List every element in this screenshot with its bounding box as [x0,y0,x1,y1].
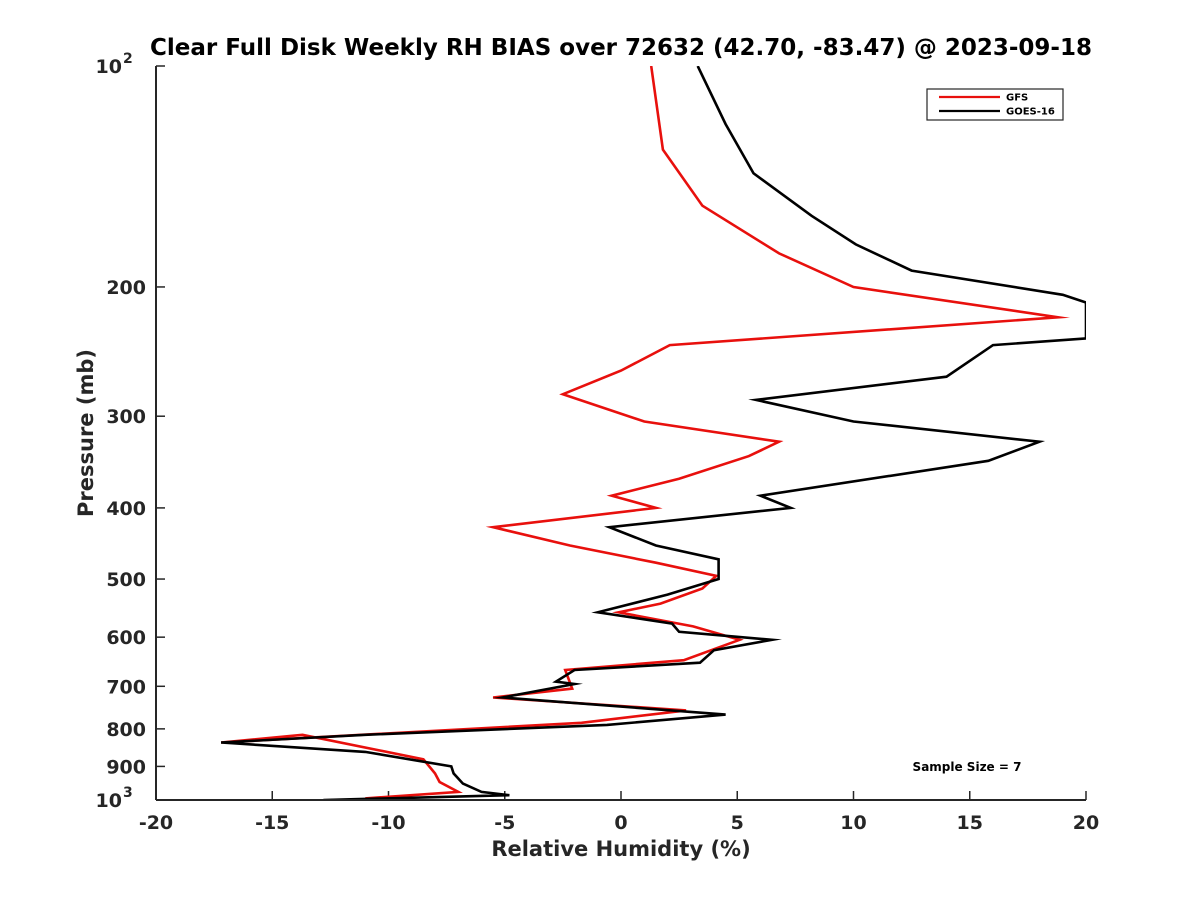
y-tick-label: 700 [106,676,146,698]
y-tick-label: 10 [96,56,122,78]
y-tick-label: 600 [106,627,146,649]
series-line-goes-16 [221,66,1086,800]
series-lines [220,66,1086,800]
y-tick-exponent: 3 [123,785,133,801]
legend-box [926,88,1064,121]
chart-title: Clear Full Disk Weekly RH BIAS over 7263… [150,35,1092,61]
x-tick-label: 0 [614,812,627,834]
x-tick-label: -5 [494,812,515,834]
y-tick-label: 900 [106,756,146,778]
x-tick-label: -20 [139,812,173,834]
legend: GFS GOES-16 [926,88,1064,121]
x-tick-label: -15 [255,812,289,834]
y-tick-label: 300 [106,406,146,428]
x-tick-label: -10 [371,812,405,834]
plot-area [156,66,1086,800]
x-tick-label: 15 [957,812,983,834]
y-tick-label: 400 [106,498,146,520]
x-axis-label: Relative Humidity (%) [491,837,750,861]
y-tick-exponent: 2 [123,51,133,67]
y-axis-label: Pressure (mb) [74,349,98,517]
series-group [220,66,1086,800]
x-tick-label: 20 [1073,812,1099,834]
y-tick-label: 500 [106,569,146,591]
legend-label-goes16: GOES-16 [1006,107,1055,118]
y-tick-label: 10 [96,790,122,812]
y-tick-label: 800 [106,719,146,741]
x-tick-label: 10 [840,812,866,834]
y-tick-label: 200 [106,277,146,299]
x-tick-label: 5 [731,812,744,834]
legend-label-gfs: GFS [1006,93,1028,104]
sample-size-annotation: Sample Size = 7 [913,760,1022,774]
